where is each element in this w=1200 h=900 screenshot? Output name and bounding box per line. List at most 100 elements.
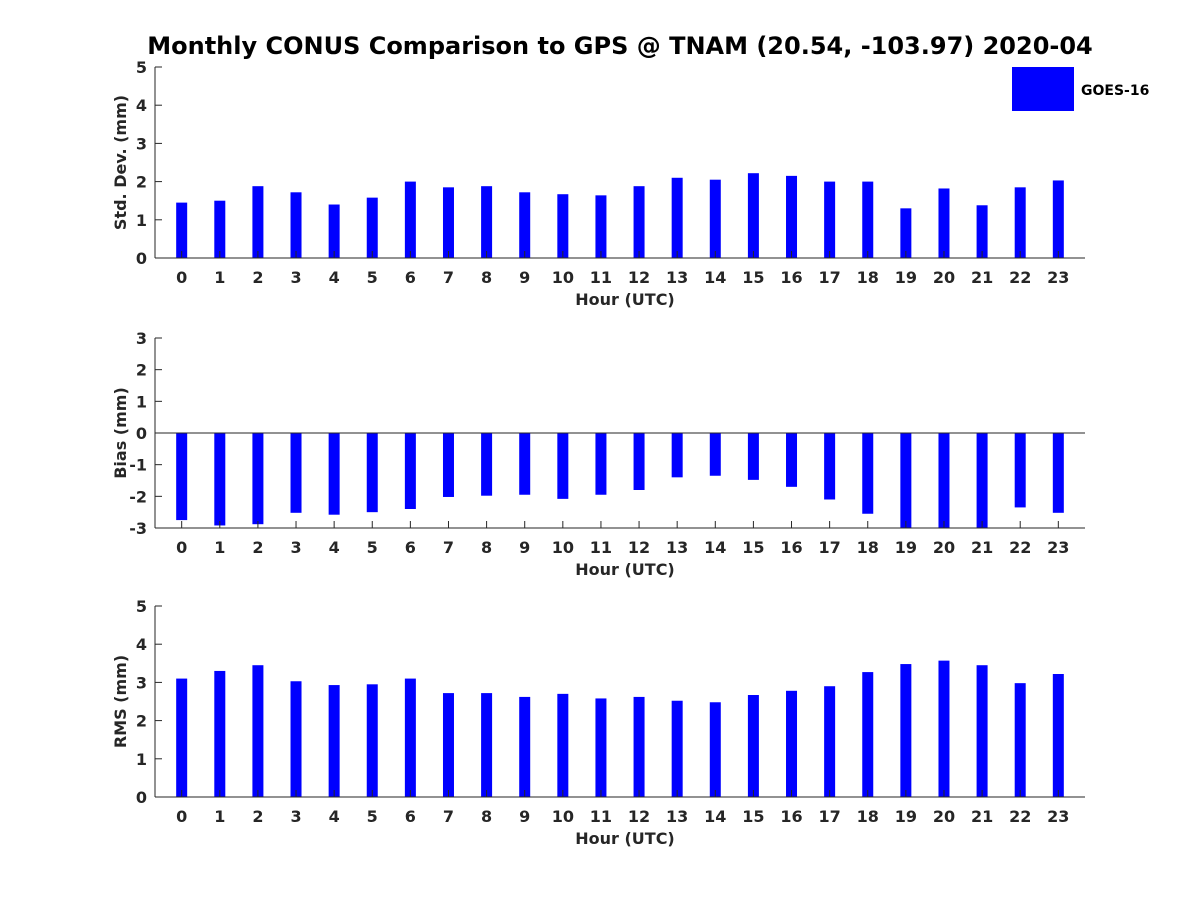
x-tick-label: 6 [405, 268, 416, 287]
bar-hour-6 [404, 181, 416, 258]
x-tick-label: 1 [214, 807, 225, 826]
bar-hour-22 [1014, 683, 1026, 797]
bar-hour-7 [442, 187, 454, 258]
x-tick-label: 4 [329, 538, 340, 557]
x-tick-label: 2 [252, 807, 263, 826]
bar-hour-20 [938, 660, 950, 797]
y-tick-label: 0 [136, 424, 147, 443]
x-tick-label: 1 [214, 538, 225, 557]
x-tick-label: 16 [780, 538, 802, 557]
legend: GOES-16 [1012, 67, 1149, 111]
x-tick-label: 18 [857, 538, 879, 557]
x-tick-label: 14 [704, 268, 726, 287]
x-tick-label: 20 [933, 807, 955, 826]
y-tick-label: 0 [136, 249, 147, 268]
x-tick-label: 8 [481, 268, 492, 287]
x-tick-label: 21 [971, 538, 993, 557]
bar-hour-14 [709, 702, 721, 797]
y-tick-label: 5 [136, 597, 147, 616]
x-tick-label: 0 [176, 268, 187, 287]
bar-hour-9 [519, 192, 531, 258]
x-axis-label: Hour (UTC) [575, 829, 675, 848]
x-tick-label: 0 [176, 807, 187, 826]
x-tick-label: 17 [818, 538, 840, 557]
bar-hour-19 [900, 433, 912, 528]
y-tick-label: 2 [136, 361, 147, 380]
bar-hour-17 [824, 433, 836, 500]
x-tick-label: 21 [971, 807, 993, 826]
bar-hour-16 [786, 433, 798, 487]
x-tick-label: 22 [1009, 538, 1031, 557]
x-tick-label: 7 [443, 807, 454, 826]
x-tick-label: 6 [405, 538, 416, 557]
bar-hour-17 [824, 181, 836, 258]
x-tick-label: 12 [628, 268, 650, 287]
y-tick-label: 3 [136, 329, 147, 348]
bar-hour-4 [328, 685, 340, 797]
x-tick-label: 22 [1009, 807, 1031, 826]
x-tick-label: 13 [666, 807, 688, 826]
x-tick-label: 21 [971, 268, 993, 287]
bar-hour-14 [709, 433, 721, 476]
x-tick-label: 9 [519, 538, 530, 557]
x-tick-label: 2 [252, 268, 263, 287]
y-tick-label: 4 [136, 635, 147, 654]
x-tick-label: 19 [895, 807, 917, 826]
x-axis-label: Hour (UTC) [575, 560, 675, 579]
y-tick-label: 1 [136, 211, 147, 230]
bar-hour-18 [862, 433, 874, 514]
x-tick-label: 1 [214, 268, 225, 287]
bar-hour-15 [747, 173, 759, 258]
bar-hour-10 [557, 194, 569, 258]
y-axis-label: RMS (mm) [111, 655, 130, 748]
x-tick-label: 19 [895, 538, 917, 557]
x-tick-label: 20 [933, 268, 955, 287]
bar-hour-19 [900, 664, 912, 797]
bar-hour-19 [900, 208, 912, 258]
x-tick-label: 8 [481, 538, 492, 557]
bar-hour-2 [252, 665, 264, 797]
x-tick-label: 9 [519, 268, 530, 287]
bar-hour-15 [747, 433, 759, 480]
x-tick-label: 12 [628, 807, 650, 826]
bar-hour-20 [938, 433, 950, 528]
bar-hour-14 [709, 179, 721, 258]
x-tick-label: 17 [818, 807, 840, 826]
chart-title: Monthly CONUS Comparison to GPS @ TNAM (… [147, 32, 1093, 60]
bar-hour-2 [252, 433, 264, 525]
x-tick-label: 10 [552, 807, 574, 826]
y-tick-label: -3 [129, 519, 147, 538]
y-tick-label: 3 [136, 134, 147, 153]
bar-hour-1 [214, 670, 226, 797]
x-tick-label: 15 [742, 538, 764, 557]
bar-hour-0 [176, 433, 188, 521]
x-tick-label: 10 [552, 268, 574, 287]
x-tick-label: 5 [367, 538, 378, 557]
bar-hour-12 [633, 696, 645, 797]
x-tick-label: 15 [742, 807, 764, 826]
bar-hour-8 [481, 433, 493, 496]
bar-hour-8 [481, 693, 493, 797]
x-tick-label: 7 [443, 268, 454, 287]
legend-swatch [1012, 67, 1074, 111]
legend-label: GOES-16 [1081, 83, 1149, 99]
x-tick-label: 17 [818, 268, 840, 287]
x-tick-label: 7 [443, 538, 454, 557]
x-tick-label: 23 [1047, 807, 1069, 826]
x-tick-label: 3 [290, 268, 301, 287]
x-tick-label: 19 [895, 268, 917, 287]
bar-hour-21 [976, 665, 988, 797]
bar-hour-11 [595, 433, 607, 495]
x-tick-label: 4 [329, 807, 340, 826]
y-tick-label: 3 [136, 673, 147, 692]
x-tick-label: 16 [780, 807, 802, 826]
y-tick-label: 4 [136, 96, 147, 115]
x-tick-label: 22 [1009, 268, 1031, 287]
bar-hour-6 [404, 433, 416, 509]
x-tick-label: 11 [590, 268, 612, 287]
y-tick-label: 5 [136, 58, 147, 77]
x-tick-label: 5 [367, 268, 378, 287]
bar-hour-1 [214, 433, 226, 526]
